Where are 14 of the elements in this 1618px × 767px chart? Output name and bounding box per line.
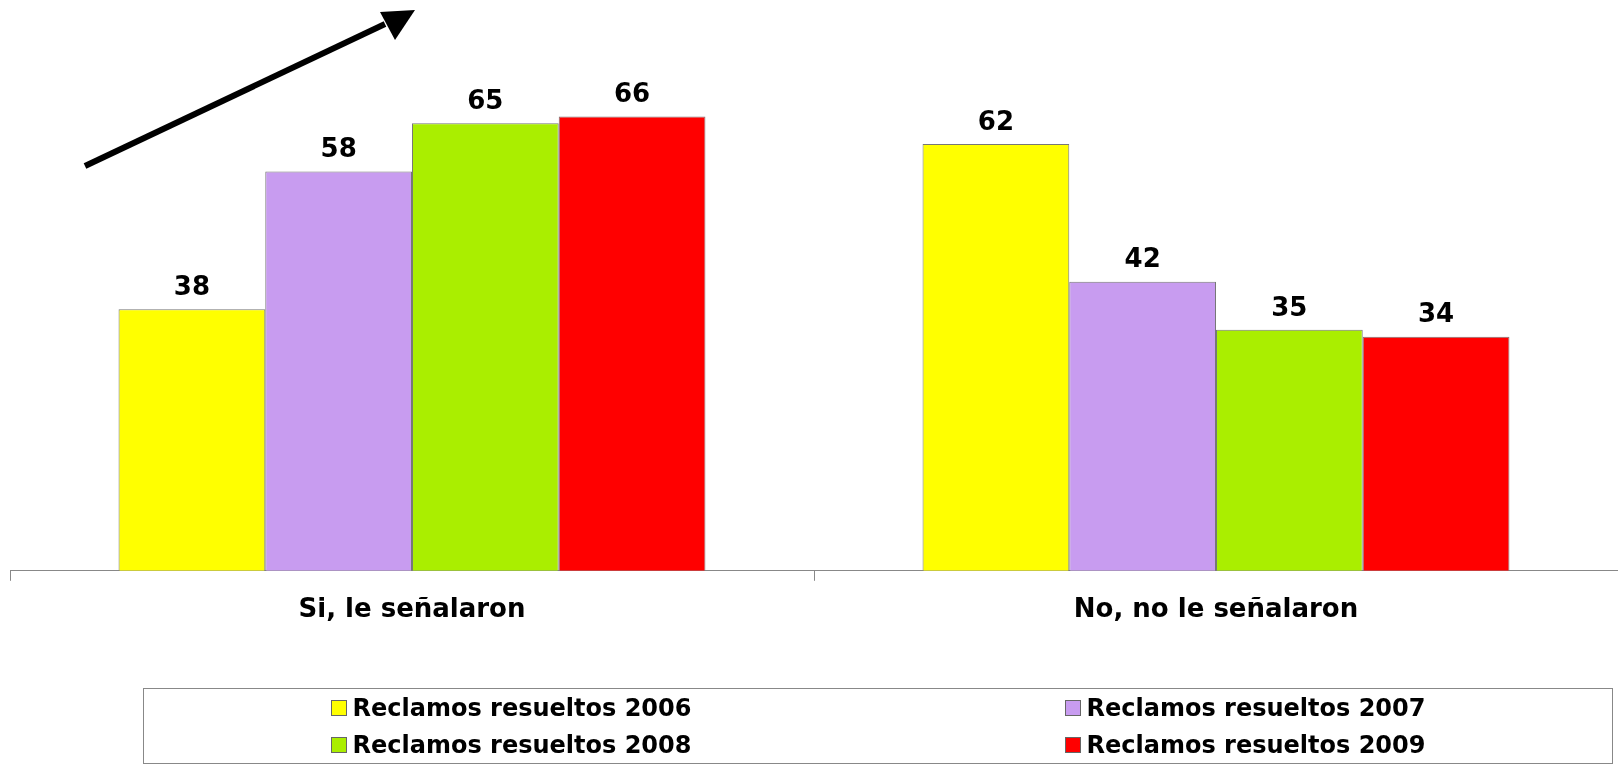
legend-label: Reclamos resueltos 2007 xyxy=(1086,693,1426,722)
data-label: 38 xyxy=(173,270,210,301)
data-label: 65 xyxy=(467,85,504,116)
legend-label: Reclamos resueltos 2008 xyxy=(352,730,692,759)
data-label: 34 xyxy=(1418,298,1455,329)
data-label: 35 xyxy=(1271,291,1308,322)
data-label: 66 xyxy=(614,78,651,109)
x-tick-label: Si, le señalaron xyxy=(298,593,526,624)
data-label: 62 xyxy=(977,105,1014,136)
legend-label: Reclamos resueltos 2009 xyxy=(1086,730,1426,759)
data-label: 42 xyxy=(1124,243,1161,274)
data-label: 58 xyxy=(320,133,357,164)
x-tick-label: No, no le señalaron xyxy=(1073,593,1359,624)
legend-label: Reclamos resueltos 2006 xyxy=(352,693,692,722)
